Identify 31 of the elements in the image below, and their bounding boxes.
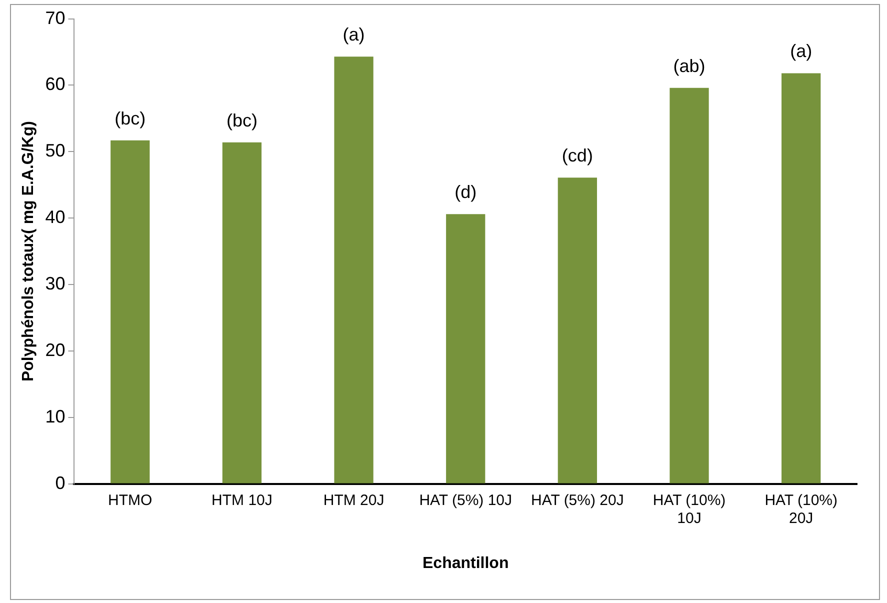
x-tick-label: HAT (10%) 20J [764,492,838,527]
y-tick-label: 60 [45,74,66,94]
data-label: (a) [790,41,812,62]
data-label: (d) [454,182,477,202]
x-axis-title: Echantillon [422,554,509,572]
y-axis-title: Polyphénols totaux( mg E.A.G/Kg) [20,121,38,382]
bar [558,178,598,484]
x-tick-label: HAT (5%) 10J [419,492,512,509]
x-tick-label: HAT (5%) 20J [531,492,624,509]
y-tick-label: 30 [45,273,66,294]
data-label: (bc) [114,108,146,128]
x-tick-label: HTM 10J [212,492,272,509]
y-tick-label: 50 [45,140,66,161]
x-tick-label: HTMO [108,492,152,509]
y-tick-label: 20 [45,340,66,360]
bar [446,214,486,484]
y-tick-label: 0 [55,472,66,493]
data-label: (a) [342,24,365,45]
data-label: (bc) [226,110,258,130]
bar [334,56,374,484]
y-tick-label: 70 [45,8,66,28]
bar [110,140,150,484]
bar [670,88,709,484]
y-tick-label: 10 [45,406,66,426]
x-tick-label: HAT (10%) 10J [652,492,726,527]
x-tick-label: HTM 20J [323,492,384,509]
bar [782,73,821,484]
data-label: (ab) [673,56,706,76]
data-label: (cd) [562,146,593,166]
bar [222,142,262,484]
y-tick-label: 40 [45,207,66,228]
